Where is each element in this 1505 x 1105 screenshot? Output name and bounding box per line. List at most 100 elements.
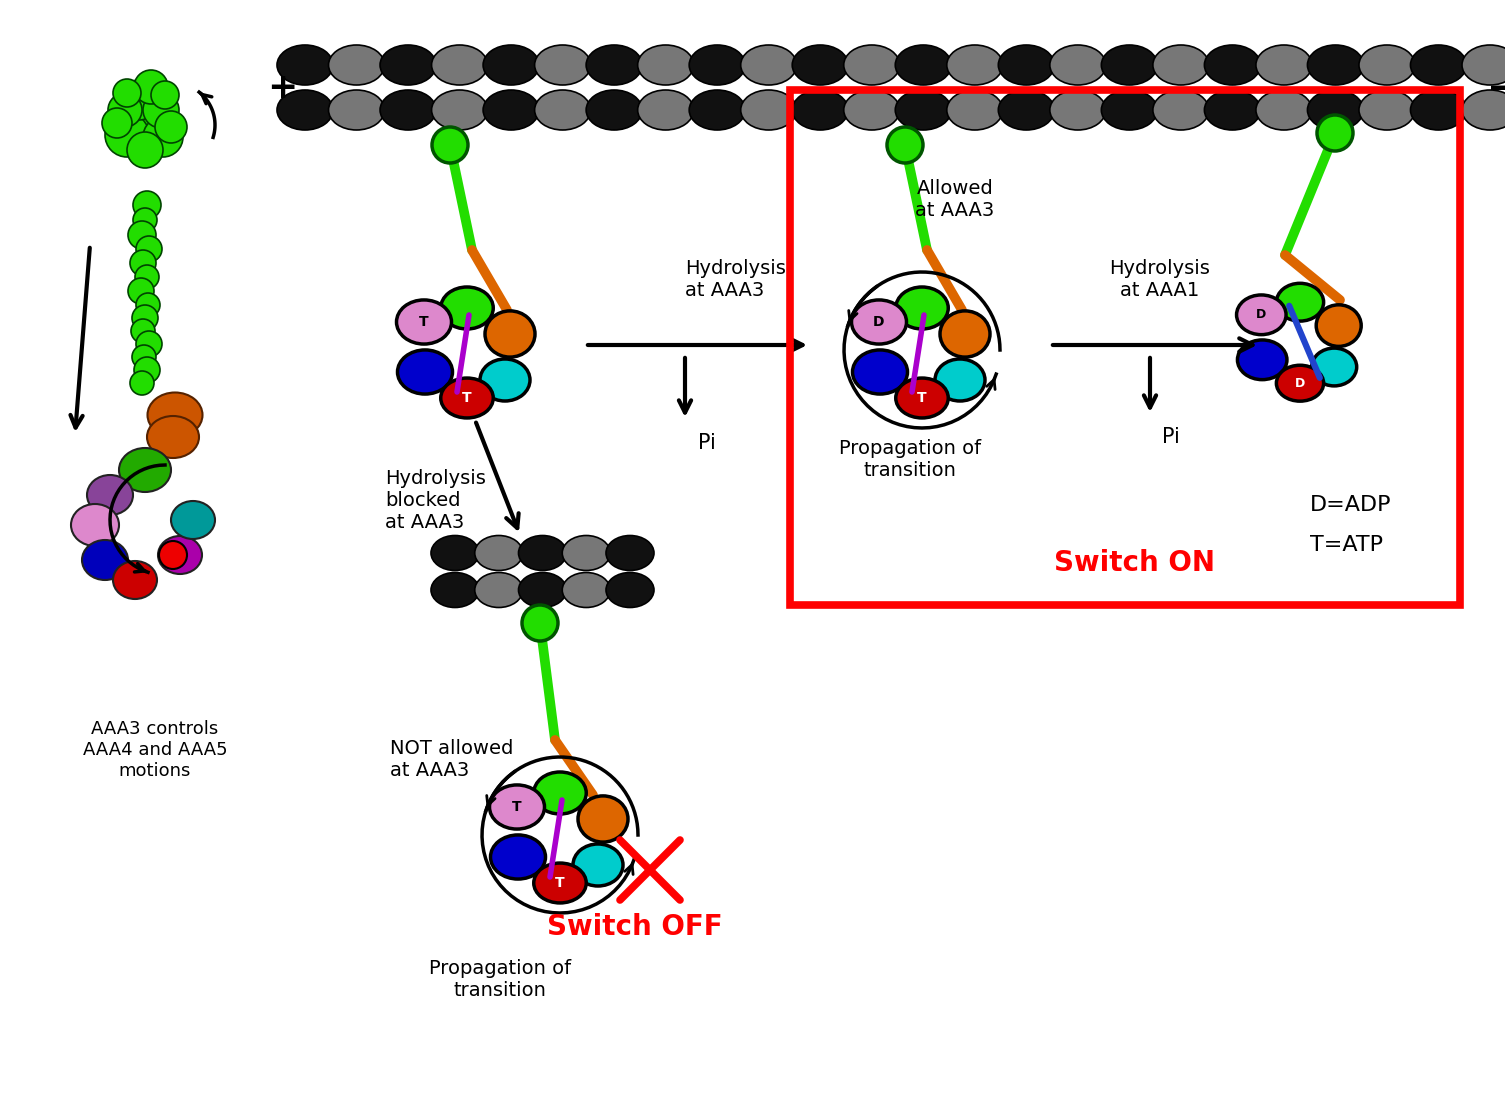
Ellipse shape <box>113 561 157 599</box>
Ellipse shape <box>638 45 694 85</box>
Text: NOT allowed
at AAA3: NOT allowed at AAA3 <box>390 739 513 780</box>
Ellipse shape <box>1204 90 1260 130</box>
Ellipse shape <box>941 311 990 357</box>
Ellipse shape <box>430 536 479 570</box>
Ellipse shape <box>578 796 628 842</box>
Text: D: D <box>1257 308 1266 322</box>
Circle shape <box>132 305 158 332</box>
Circle shape <box>1317 115 1353 151</box>
Ellipse shape <box>277 45 333 85</box>
Ellipse shape <box>1204 45 1260 85</box>
Ellipse shape <box>485 311 534 357</box>
Ellipse shape <box>563 572 610 608</box>
Text: Allowed
at AAA3: Allowed at AAA3 <box>915 179 995 221</box>
Ellipse shape <box>1102 90 1157 130</box>
Ellipse shape <box>158 536 202 573</box>
Circle shape <box>131 319 155 343</box>
Ellipse shape <box>740 90 796 130</box>
Ellipse shape <box>792 45 849 85</box>
Circle shape <box>432 127 468 164</box>
Ellipse shape <box>483 90 539 130</box>
Text: T: T <box>420 315 429 329</box>
Ellipse shape <box>1461 90 1505 130</box>
Ellipse shape <box>519 536 566 570</box>
Text: T: T <box>555 876 564 890</box>
Circle shape <box>105 113 149 157</box>
Ellipse shape <box>1255 90 1312 130</box>
Ellipse shape <box>573 844 623 886</box>
Text: D: D <box>873 315 885 329</box>
Circle shape <box>143 117 184 157</box>
Ellipse shape <box>328 45 384 85</box>
Ellipse shape <box>1410 45 1466 85</box>
Circle shape <box>155 110 187 143</box>
Ellipse shape <box>534 772 587 814</box>
Ellipse shape <box>491 835 545 880</box>
Ellipse shape <box>740 45 796 85</box>
Circle shape <box>132 345 157 369</box>
Circle shape <box>119 80 160 120</box>
Ellipse shape <box>441 287 494 329</box>
Text: D=ADP: D=ADP <box>1309 495 1392 515</box>
Text: AAA3 controls
AAA4 and AAA5
motions: AAA3 controls AAA4 and AAA5 motions <box>83 720 227 780</box>
Ellipse shape <box>381 90 436 130</box>
Circle shape <box>135 236 163 262</box>
Text: Hydrolysis
at AAA3: Hydrolysis at AAA3 <box>685 259 786 299</box>
Text: T: T <box>462 391 471 406</box>
Ellipse shape <box>844 90 900 130</box>
Ellipse shape <box>474 572 522 608</box>
Circle shape <box>113 78 141 107</box>
Ellipse shape <box>489 785 545 829</box>
Text: –: – <box>1488 71 1505 105</box>
Text: D: D <box>1294 377 1305 390</box>
Text: +: + <box>266 71 296 105</box>
Ellipse shape <box>895 378 948 418</box>
Text: Propagation of
transition: Propagation of transition <box>429 959 570 1000</box>
Circle shape <box>886 127 923 164</box>
Ellipse shape <box>689 90 745 130</box>
Ellipse shape <box>480 359 530 401</box>
Circle shape <box>102 108 132 138</box>
Ellipse shape <box>852 350 908 394</box>
Ellipse shape <box>585 90 643 130</box>
Circle shape <box>129 371 154 394</box>
Circle shape <box>160 541 187 569</box>
Ellipse shape <box>397 350 453 394</box>
Ellipse shape <box>1102 45 1157 85</box>
Ellipse shape <box>607 572 655 608</box>
Ellipse shape <box>895 45 951 85</box>
Ellipse shape <box>87 475 132 515</box>
Ellipse shape <box>1308 90 1364 130</box>
Ellipse shape <box>441 378 494 418</box>
Ellipse shape <box>1410 90 1466 130</box>
Circle shape <box>522 606 558 641</box>
Text: Hydrolysis
blocked
at AAA3: Hydrolysis blocked at AAA3 <box>385 469 486 532</box>
Ellipse shape <box>1276 283 1323 322</box>
Circle shape <box>128 278 154 304</box>
Text: T: T <box>512 800 522 814</box>
Ellipse shape <box>1237 340 1287 380</box>
Bar <box>790 90 1460 606</box>
Ellipse shape <box>947 45 1002 85</box>
Text: Switch ON: Switch ON <box>1055 549 1216 577</box>
Circle shape <box>132 191 161 219</box>
Ellipse shape <box>1312 348 1356 386</box>
Ellipse shape <box>1050 45 1106 85</box>
Ellipse shape <box>947 90 1002 130</box>
Circle shape <box>135 265 160 290</box>
Ellipse shape <box>935 359 984 401</box>
Ellipse shape <box>1237 295 1287 335</box>
Ellipse shape <box>81 540 128 580</box>
Circle shape <box>129 250 157 276</box>
Ellipse shape <box>147 392 203 438</box>
Ellipse shape <box>998 45 1055 85</box>
Ellipse shape <box>71 504 119 546</box>
Circle shape <box>108 93 141 127</box>
Ellipse shape <box>1276 366 1323 401</box>
Circle shape <box>134 70 169 104</box>
Ellipse shape <box>844 45 900 85</box>
Ellipse shape <box>534 45 590 85</box>
Ellipse shape <box>474 536 522 570</box>
Text: T=ATP: T=ATP <box>1309 535 1383 555</box>
Ellipse shape <box>1359 90 1415 130</box>
